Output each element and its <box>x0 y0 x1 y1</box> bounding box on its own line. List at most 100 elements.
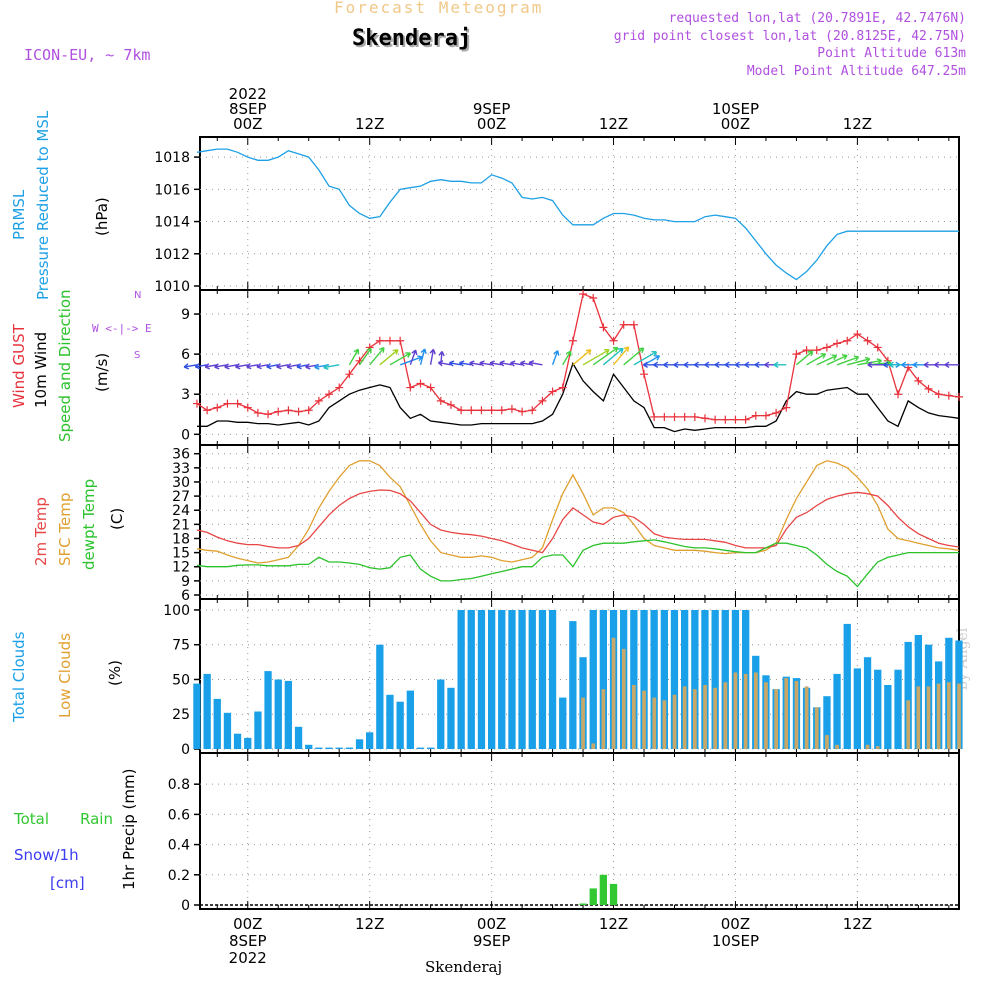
low-cloud-bar <box>611 637 616 749</box>
low-cloud-bar <box>713 687 717 749</box>
low-cloud-bar <box>865 744 870 749</box>
total-cloud-bar <box>589 610 597 749</box>
low-cloud-bar <box>774 689 778 749</box>
wind-direction-arrow <box>389 352 411 366</box>
wind-direction-arrow <box>276 363 289 370</box>
time-label-top: 10SEP <box>712 100 759 118</box>
wind-direction-arrow <box>944 361 959 368</box>
low-cloud-bar <box>957 683 961 749</box>
wind-direction-arrow <box>419 348 427 365</box>
wind-gust-marker <box>711 415 720 424</box>
total-cloud-bar <box>874 669 882 749</box>
wind-direction-arrow <box>592 346 619 366</box>
sfc-temp-line <box>196 460 960 564</box>
clouds-unit: (%) <box>106 660 124 686</box>
wind-direction-arrow <box>379 349 399 366</box>
wind-direction-arrow <box>714 361 726 368</box>
temp-label-sfc: SFC Temp <box>56 493 74 566</box>
time-label-top: 12Z <box>355 115 384 133</box>
wind-gust-marker <box>660 412 669 421</box>
total-cloud-bar <box>396 701 404 749</box>
wind-ylabel: Wind GUST 10m Wind Speed and Direction (m/s… <box>10 289 152 442</box>
time-label-bottom: 00Z <box>721 915 750 933</box>
wind-panel: 0 3 6 9 <box>181 289 963 446</box>
low-cloud-bar <box>723 682 728 749</box>
wind-gust-marker <box>518 407 527 416</box>
wind-direction-arrow <box>409 349 418 366</box>
total-cloud-bar <box>863 657 872 749</box>
wind-direction-arrow <box>183 363 198 370</box>
total-cloud-bar <box>498 610 506 749</box>
low-cloud-bar <box>916 686 921 749</box>
time-label-top: 00Z <box>477 115 506 133</box>
temp-label-dewpt: dewpt Temp <box>80 479 98 570</box>
wind-gust-marker <box>599 323 608 332</box>
wind-label-10m: 10m Wind <box>32 332 50 408</box>
wind-direction-arrow <box>323 363 340 370</box>
pressure-ytick-label: 1012 <box>154 247 190 263</box>
wind-direction-arrow <box>369 347 385 366</box>
wind-direction-arrow <box>489 360 502 367</box>
low-cloud-bar <box>875 746 880 749</box>
point-altitude: Point Altitude 613m <box>817 46 966 61</box>
total-cloud-bar <box>711 610 719 749</box>
wind-direction-arrow <box>663 361 675 368</box>
wind-direction-arrow <box>246 362 259 370</box>
wind-direction-arrow <box>724 361 736 368</box>
wind-gust-marker <box>640 370 649 379</box>
total-cloud-bar <box>660 610 668 749</box>
wind-gust-marker <box>812 346 821 355</box>
temperature-ylabel: 2m Temp SFC Temp dewpt Temp (C) <box>32 479 126 570</box>
total-cloud-bar <box>548 610 557 749</box>
total-cloud-bar <box>670 610 679 749</box>
wind-direction-arrow <box>773 361 787 368</box>
wind-gust-marker <box>924 384 933 393</box>
super-title: Forecast Meteogram <box>334 0 544 17</box>
total-cloud-bar <box>416 747 425 749</box>
pressure-frame <box>199 136 960 291</box>
temperature-ytick-label: 27 <box>172 489 190 505</box>
total-cloud-bar <box>894 669 902 749</box>
wind-gust-marker <box>802 346 811 355</box>
total-cloud-bar <box>650 610 658 749</box>
wind-gust-marker <box>243 403 252 412</box>
clouds-ytick-label: 100 <box>163 603 190 619</box>
wind-direction-arrow <box>847 356 871 366</box>
low-cloud-bar <box>591 743 596 749</box>
wind-gust-marker <box>690 412 699 421</box>
wind-label-direction: Speed and Direction <box>56 289 74 442</box>
wind-direction-arrow <box>653 361 665 368</box>
wind-gust-marker <box>751 411 760 420</box>
total-cloud-bar <box>833 673 841 749</box>
time-label-top: 2022 <box>229 85 267 103</box>
clouds-label-total: Total Clouds <box>10 631 28 723</box>
total-cloud-bar <box>244 737 252 749</box>
temperature-ytick-label: 36 <box>172 447 190 463</box>
total-cloud-bar <box>467 610 475 749</box>
total-cloud-bar <box>488 610 496 749</box>
total-cloud-bar <box>477 610 486 749</box>
wind-gust-marker <box>670 412 679 421</box>
clouds-ytick-label: 50 <box>172 672 190 688</box>
total-cloud-bar <box>508 610 516 749</box>
wind-gust-marker <box>487 406 496 415</box>
wind-gust-marker <box>335 383 344 392</box>
total-cloud-bar <box>457 610 465 749</box>
wind-direction-arrow <box>194 363 208 370</box>
total-cloud-bar <box>691 610 699 749</box>
rain-bar <box>599 874 607 905</box>
clouds-ytick-label: 0 <box>181 742 190 758</box>
temperature-ytick-label: 24 <box>172 503 190 519</box>
wind-direction-arrow <box>437 360 452 367</box>
temperature-ytick-label: 6 <box>181 588 190 604</box>
wind-speed-line <box>197 361 960 433</box>
total-cloud-bar <box>447 687 455 749</box>
wind-direction-arrow <box>795 350 814 366</box>
requested-coords: requested lon,lat (20.7891E, 42.7476N) <box>668 11 966 26</box>
low-cloud-bar <box>835 744 839 749</box>
wind-gust-marker <box>609 336 618 345</box>
time-label-top: 9SEP <box>473 100 511 118</box>
total-cloud-bar <box>284 680 292 749</box>
